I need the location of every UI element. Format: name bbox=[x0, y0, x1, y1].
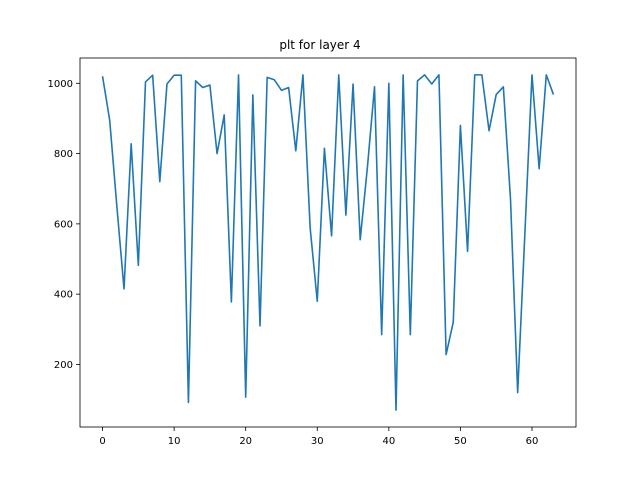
y-tick-label: 800 bbox=[54, 149, 73, 160]
x-tick-label: 30 bbox=[311, 436, 324, 447]
plot-area: 0 10 20 30 40 50 60 200 400 600 800 1000 bbox=[48, 57, 577, 447]
y-tick-label: 1000 bbox=[48, 79, 73, 90]
x-tick-label: 20 bbox=[239, 436, 252, 447]
x-tick-label: 10 bbox=[168, 436, 181, 447]
x-tick-label: 50 bbox=[454, 436, 467, 447]
x-tick-label: 60 bbox=[526, 436, 539, 447]
y-tick-label: 600 bbox=[54, 219, 73, 230]
chart-title: plt for layer 4 bbox=[279, 38, 360, 52]
series-line bbox=[101, 74, 555, 411]
axes-frame bbox=[79, 57, 577, 428]
y-tick-label: 200 bbox=[54, 360, 73, 371]
x-tick-label: 40 bbox=[382, 436, 395, 447]
y-tick-label: 400 bbox=[54, 290, 73, 301]
x-tick-label: 0 bbox=[99, 436, 105, 447]
